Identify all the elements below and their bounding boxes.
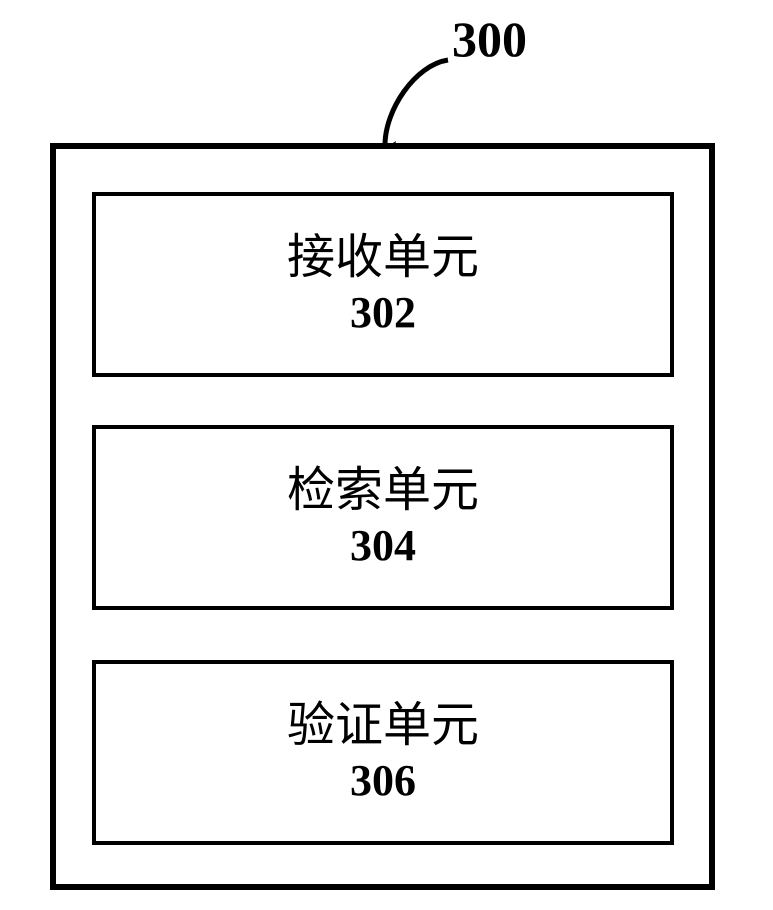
search-unit-number: 304 (350, 520, 416, 573)
search-unit-label: 检索单元 (287, 462, 479, 520)
receive-unit-box: 接收单元 302 (92, 192, 674, 377)
verify-unit-label: 验证单元 (287, 697, 479, 755)
verify-unit-box: 验证单元 306 (92, 660, 674, 845)
verify-unit-number: 306 (350, 755, 416, 808)
receive-unit-label: 接收单元 (287, 229, 479, 287)
search-unit-box: 检索单元 304 (92, 425, 674, 610)
receive-unit-number: 302 (350, 287, 416, 340)
